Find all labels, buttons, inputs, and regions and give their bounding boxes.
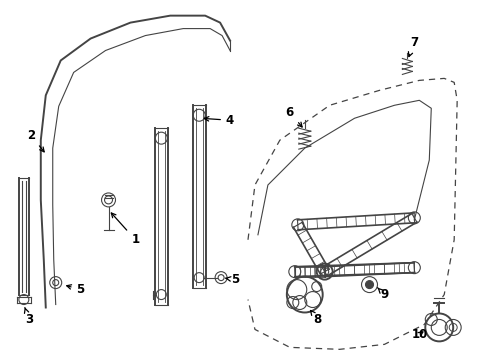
Text: 4: 4 bbox=[204, 114, 234, 127]
Text: 9: 9 bbox=[377, 288, 388, 301]
Text: 8: 8 bbox=[310, 310, 321, 326]
Text: 5: 5 bbox=[66, 283, 84, 296]
Circle shape bbox=[365, 280, 373, 289]
Text: 10: 10 bbox=[410, 328, 427, 341]
Text: 2: 2 bbox=[27, 129, 44, 152]
Text: 6: 6 bbox=[285, 106, 302, 127]
Text: 7: 7 bbox=[407, 36, 418, 57]
Text: 3: 3 bbox=[24, 307, 33, 326]
Text: 1: 1 bbox=[111, 213, 139, 246]
Text: 5: 5 bbox=[225, 273, 239, 286]
